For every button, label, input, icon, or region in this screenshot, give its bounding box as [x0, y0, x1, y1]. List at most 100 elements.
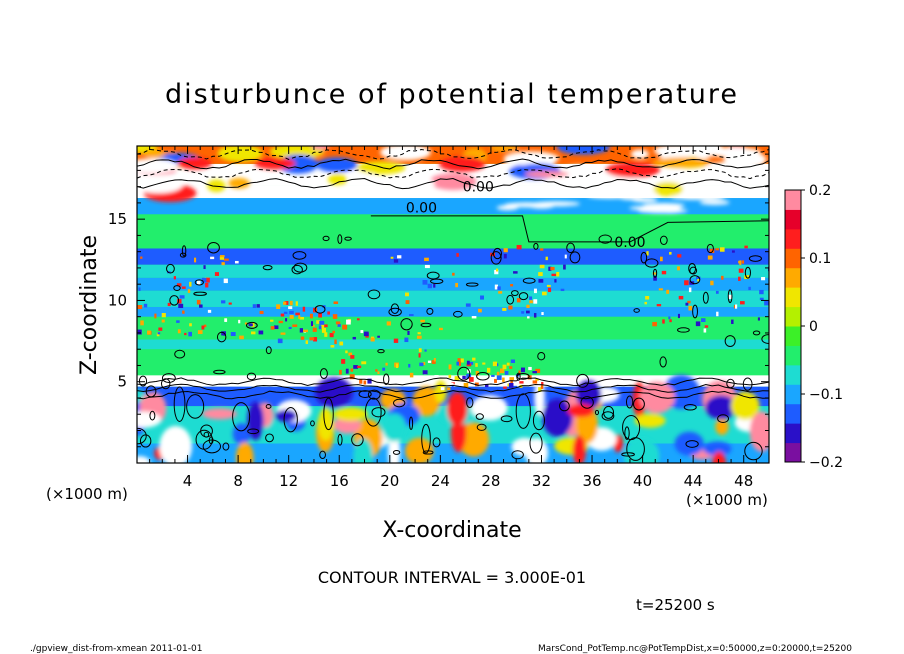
- field-speckle: [357, 365, 362, 369]
- field-speckle: [277, 338, 283, 344]
- field-blob: [327, 173, 348, 186]
- x-axis: 4 8 12 16 20 24 28 32 36 40 44 48: [149, 146, 757, 490]
- x-tick-label: 4: [183, 472, 193, 490]
- colorbar-swatch: [785, 442, 801, 463]
- field-speckle: [422, 370, 428, 375]
- contour-loop: [166, 263, 175, 274]
- field-speckle: [460, 358, 464, 363]
- contour-loop: [522, 277, 536, 284]
- field-speckle: [350, 355, 355, 359]
- field-speckle: [669, 319, 672, 323]
- contour-loop: [213, 369, 226, 375]
- contour-loop: [594, 409, 600, 416]
- field-speckle: [363, 380, 367, 385]
- contour-label: 0.00: [463, 180, 494, 196]
- contour-loop: [659, 235, 668, 245]
- field-blob: [316, 157, 358, 173]
- field-speckle: [668, 316, 671, 320]
- field-speckle: [197, 330, 203, 335]
- field-speckle: [658, 288, 663, 291]
- contour-loop: [426, 271, 440, 280]
- field-speckle: [719, 247, 725, 252]
- field-speckle: [526, 304, 530, 308]
- field-blob: [674, 431, 704, 456]
- field-blob: [333, 407, 368, 422]
- field-band: [137, 316, 769, 340]
- contour-loop: [742, 377, 753, 391]
- field-blob: [202, 408, 238, 420]
- field-speckle: [189, 281, 192, 287]
- field-speckle: [509, 366, 513, 369]
- contour-loop: [377, 349, 385, 354]
- field-speckle: [274, 325, 279, 330]
- field-speckle: [548, 266, 552, 271]
- contour-line: [137, 390, 769, 400]
- field-speckle: [419, 362, 424, 367]
- contour-loop: [426, 307, 434, 315]
- field-speckle: [462, 375, 466, 380]
- contour-loop: [752, 330, 761, 336]
- field-speckle: [256, 304, 260, 308]
- field-speckle: [508, 305, 513, 310]
- field-speckle: [685, 302, 689, 306]
- x-tick-label: 36: [582, 472, 601, 490]
- contour-line: [137, 177, 769, 190]
- contour-line: [137, 383, 769, 393]
- field-speckle: [377, 371, 380, 374]
- contour-loop: [364, 397, 382, 427]
- contour-loop: [265, 346, 272, 355]
- field-speckle: [214, 272, 219, 276]
- field-speckle: [289, 315, 294, 319]
- field-speckle: [324, 332, 328, 337]
- field-speckle: [541, 312, 544, 316]
- field-speckle: [312, 324, 315, 327]
- field-speckle: [532, 380, 538, 384]
- field-speckle: [661, 270, 667, 275]
- contour-loop: [358, 390, 372, 398]
- field-speckle: [433, 283, 436, 288]
- colorbar-swatch: [785, 306, 801, 327]
- field-speckle: [503, 248, 508, 253]
- field-speckle: [417, 332, 421, 335]
- field-speckle: [335, 381, 341, 386]
- y-axis-label: Z-coordinate: [77, 235, 102, 375]
- field-speckle: [182, 310, 185, 314]
- field-speckle: [677, 254, 682, 258]
- field-speckle: [466, 363, 472, 367]
- field-speckle: [284, 301, 289, 305]
- field-speckle: [660, 256, 663, 262]
- field-speckle: [158, 327, 163, 331]
- contour-loop: [138, 375, 148, 387]
- field-speckle: [535, 368, 541, 373]
- field-speckle: [305, 340, 309, 344]
- field-speckle: [181, 286, 186, 289]
- field-blob: [405, 437, 434, 463]
- colorbar-tick-label: 0: [809, 319, 818, 335]
- field-speckle: [494, 284, 499, 290]
- field-speckle: [288, 306, 293, 310]
- contour-loop: [351, 433, 364, 447]
- contour-line: [137, 158, 769, 170]
- contour-loop: [400, 318, 413, 331]
- field-speckle: [345, 350, 348, 354]
- field-speckle: [194, 257, 197, 263]
- field-speckle: [348, 352, 353, 356]
- contour-loop: [169, 295, 180, 306]
- field-speckle: [757, 317, 760, 321]
- field-speckle: [288, 326, 292, 330]
- field-speckle: [644, 301, 647, 305]
- field-speckle: [696, 276, 701, 280]
- field-speckle: [456, 361, 461, 366]
- contour-loop: [566, 242, 575, 254]
- field-speckle: [154, 313, 157, 319]
- field-speckle: [210, 256, 215, 260]
- x-tick-label: 48: [734, 472, 753, 490]
- field-speckle: [738, 260, 741, 264]
- field-blob: [269, 146, 325, 160]
- field-speckle: [367, 378, 372, 384]
- field-blob: [137, 411, 162, 428]
- field-speckle: [196, 299, 201, 305]
- field-speckle: [221, 262, 225, 266]
- colorbar-swatch: [785, 384, 801, 405]
- contour-loop: [137, 427, 147, 445]
